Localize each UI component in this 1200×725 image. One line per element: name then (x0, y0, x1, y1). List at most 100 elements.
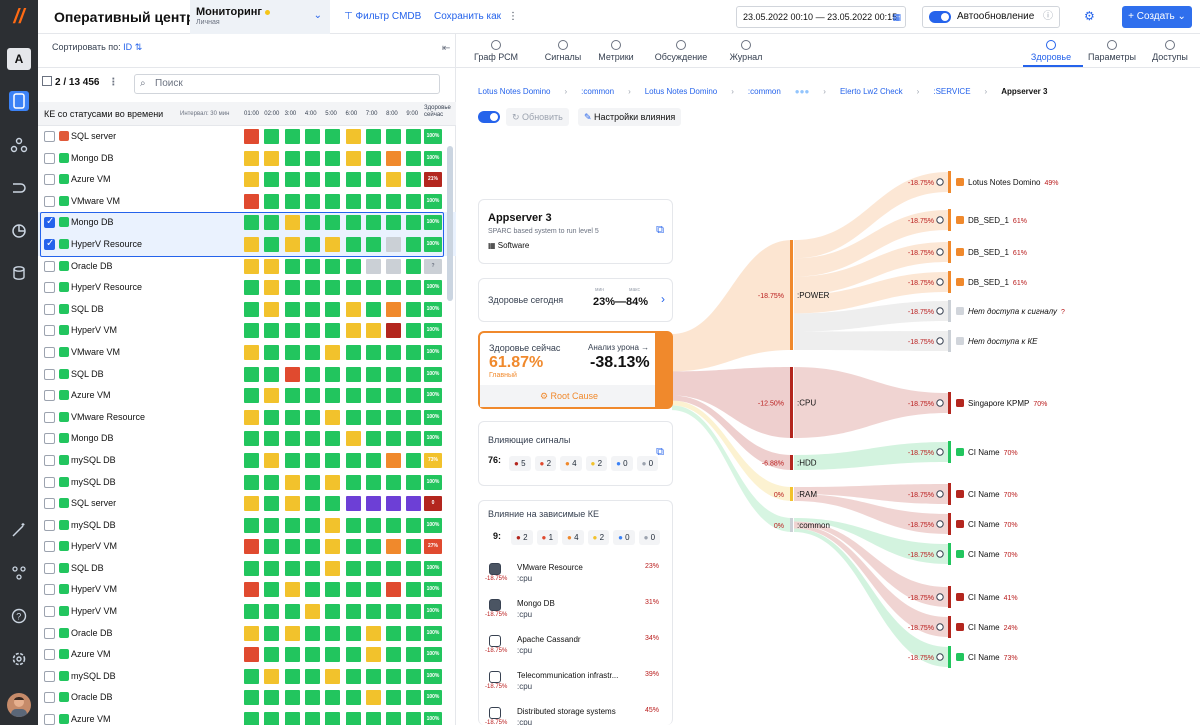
status-cell[interactable] (386, 560, 402, 576)
severity-filter[interactable]: ● 0 (636, 456, 659, 471)
status-cell[interactable] (264, 280, 280, 296)
health-cell[interactable]: 100% (424, 431, 442, 447)
table-row[interactable]: mySQL DB 100% (38, 666, 456, 688)
status-cell[interactable] (304, 668, 320, 684)
gear-icon[interactable]: ⚙ (1084, 9, 1095, 23)
table-row[interactable]: SQL DB 100% (38, 364, 456, 386)
monitor-icon[interactable] (9, 91, 29, 111)
create-button[interactable]: + Создать ⌄ (1122, 6, 1192, 28)
severity-filter[interactable]: ● 5 (509, 456, 531, 471)
leaf-node[interactable] (936, 653, 944, 661)
status-cell[interactable] (244, 172, 259, 188)
status-cell[interactable] (264, 647, 280, 663)
status-cell[interactable] (264, 344, 280, 360)
table-row[interactable]: Mongo DB 100% (38, 148, 456, 170)
health-cell[interactable]: 100% (424, 388, 442, 404)
status-cell[interactable] (304, 560, 320, 576)
table-row[interactable]: Azure VM 100% (38, 385, 456, 407)
status-cell[interactable] (304, 129, 320, 144)
status-cell[interactable] (406, 323, 422, 339)
health-cell[interactable]: 100% (424, 690, 442, 706)
ci-name[interactable]: HyperV VM (71, 584, 118, 595)
table-row[interactable]: HyperV VM 100% (38, 601, 456, 623)
status-cell[interactable] (284, 647, 300, 663)
status-cell[interactable] (345, 388, 361, 404)
ci-name[interactable]: SQL server (71, 131, 117, 141)
ci-name[interactable]: Mongo DB (71, 217, 114, 228)
ci-name[interactable]: SQL DB (71, 562, 104, 573)
status-cell[interactable] (244, 431, 259, 447)
table-row[interactable]: SQL server 100% (38, 126, 456, 148)
status-cell[interactable] (365, 604, 381, 620)
status-cell[interactable] (325, 647, 341, 663)
status-cell[interactable] (345, 236, 361, 252)
status-cell[interactable] (284, 236, 300, 252)
status-cell[interactable] (365, 582, 381, 598)
save-as-button[interactable]: Сохранить как (434, 11, 502, 22)
health-cell[interactable]: 100% (424, 323, 442, 339)
status-cell[interactable] (325, 193, 341, 209)
leaf-node[interactable] (936, 278, 944, 286)
breadcrumb-item[interactable]: Elerto Lw2 Check (839, 87, 903, 96)
leaf-node[interactable] (936, 248, 944, 256)
status-cell[interactable] (304, 409, 320, 425)
status-cell[interactable] (284, 625, 300, 641)
status-cell[interactable] (345, 215, 361, 231)
severity-filter[interactable]: ● 0 (611, 456, 633, 471)
row-checkbox[interactable] (44, 303, 55, 315)
status-cell[interactable] (284, 172, 300, 188)
tab-2[interactable]: Метрики (586, 40, 646, 62)
status-cell[interactable] (386, 301, 402, 317)
table-row[interactable]: SQL DB 100% (38, 299, 456, 321)
severity-filter[interactable]: ● 4 (560, 456, 582, 471)
table-row[interactable]: HyperV Resource 100% (38, 277, 456, 299)
status-cell[interactable] (304, 388, 320, 404)
status-cell[interactable] (284, 409, 300, 425)
status-cell[interactable] (325, 301, 341, 317)
status-cell[interactable] (284, 366, 300, 382)
ci-name[interactable]: Mongo DB (71, 433, 114, 444)
group-name[interactable]: :RAM (797, 490, 817, 499)
health-cell[interactable]: 100% (424, 193, 442, 209)
health-cell[interactable]: 100% (424, 215, 442, 231)
status-cell[interactable] (406, 712, 422, 725)
row-checkbox[interactable] (44, 498, 55, 510)
status-cell[interactable] (304, 496, 320, 512)
status-cell[interactable] (345, 668, 361, 684)
status-cell[interactable] (284, 193, 300, 209)
status-cell[interactable] (264, 301, 280, 317)
status-cell[interactable] (365, 193, 381, 209)
status-cell[interactable] (386, 668, 402, 684)
refresh-button[interactable]: ↻ Обновить (506, 108, 569, 126)
status-cell[interactable] (386, 388, 402, 404)
leaf-name[interactable]: Lotus Notes Domino (968, 178, 1041, 187)
status-cell[interactable] (365, 215, 381, 231)
tab-1[interactable]: Сигналы (533, 40, 593, 62)
status-cell[interactable] (284, 388, 300, 404)
status-cell[interactable] (345, 323, 361, 339)
row-checkbox[interactable] (44, 238, 55, 250)
ci-name[interactable]: Oracle DB (71, 260, 113, 271)
status-cell[interactable] (244, 668, 259, 684)
interval-label[interactable]: Интервал: 30 мин (180, 111, 230, 117)
row-checkbox[interactable] (44, 476, 55, 488)
status-cell[interactable] (386, 452, 402, 468)
status-cell[interactable] (386, 215, 402, 231)
status-cell[interactable] (345, 129, 361, 144)
leaf-node[interactable] (936, 178, 944, 186)
status-cell[interactable] (345, 258, 361, 274)
row-checkbox[interactable] (44, 346, 55, 358)
status-cell[interactable] (284, 280, 300, 296)
sort-button[interactable]: Сортировать по: ID ⇅ (52, 42, 142, 53)
leaf-name[interactable]: CI Name (968, 623, 1000, 632)
tab-6[interactable]: Параметры (1082, 40, 1142, 62)
status-cell[interactable] (264, 668, 280, 684)
status-cell[interactable] (386, 712, 402, 725)
status-cell[interactable] (244, 388, 259, 404)
status-cell[interactable] (386, 604, 402, 620)
status-cell[interactable] (304, 344, 320, 360)
severity-filter[interactable]: ● 2 (585, 456, 608, 471)
ci-name[interactable]: Azure VM (71, 714, 111, 725)
status-cell[interactable] (325, 280, 341, 296)
network-icon[interactable] (9, 563, 29, 583)
